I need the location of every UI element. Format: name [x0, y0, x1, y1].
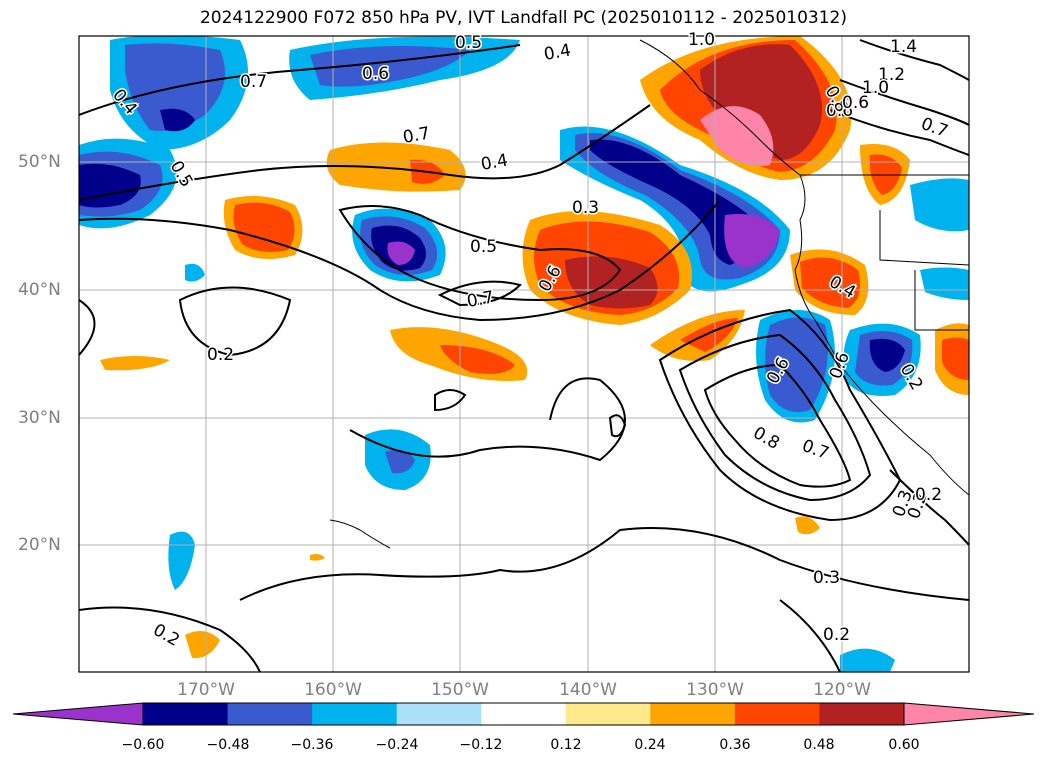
contour-label: 1.0	[688, 30, 715, 50]
lat-label-30n: 30°N	[18, 408, 61, 428]
lon-label-120w: 120°W	[813, 680, 871, 700]
map-frame	[78, 35, 970, 673]
coastlines	[329, 39, 969, 549]
contour-label: 0.6	[362, 64, 389, 84]
contour-label: 0.6	[842, 93, 869, 113]
contour-label: 0.2	[150, 620, 183, 651]
lon-label-140w: 140°W	[559, 680, 617, 700]
colorbar-bins	[143, 703, 905, 725]
map-title: 2024122900 F072 850 hPa PV, IVT Landfall…	[199, 8, 847, 28]
contour-label: 0.2	[823, 625, 850, 645]
contour-label: 1.0	[862, 78, 889, 98]
colorbar-tick-label: 0.24	[634, 737, 666, 753]
colorbar-bin	[227, 703, 313, 725]
colorbar-tick-label: 0.60	[888, 737, 920, 753]
contour-label: 0.6	[826, 101, 853, 121]
contour-label: 1.2	[878, 65, 905, 85]
contour-label: 0.7	[465, 288, 495, 312]
lat-label-20n: 20°N	[18, 535, 61, 555]
colorbar-tick-label: −0.24	[375, 737, 419, 753]
lon-label-170w: 170°W	[177, 680, 235, 700]
lat-label-50n: 50°N	[18, 152, 61, 172]
colorbar-tick-label: −0.12	[459, 737, 503, 753]
contour-label: 0.3	[813, 568, 840, 588]
contour-label: 0.5	[455, 33, 482, 53]
colorbar-tick-label: −0.48	[206, 737, 250, 753]
colorbar-bin	[565, 703, 651, 725]
colorbar	[12, 702, 1035, 726]
lat-label-40n: 40°N	[18, 280, 61, 300]
contour-label: 0.7	[799, 436, 831, 464]
colorbar-arrow-high	[903, 702, 1035, 726]
contour-label: 0.2	[207, 345, 234, 365]
gridlines	[79, 36, 969, 672]
colorbar-bin	[396, 703, 482, 725]
contour-label: 0.7	[401, 124, 431, 148]
contour-label: 0.2	[915, 485, 942, 505]
colorbar-arrow-low	[12, 702, 144, 726]
colorbar-bin	[143, 703, 229, 725]
colorbar-tick-label: −0.36	[290, 737, 334, 753]
colorbar-bin	[734, 703, 820, 725]
lon-label-160w: 160°W	[304, 680, 362, 700]
lon-label-130w: 130°W	[686, 680, 744, 700]
colorbar-tick-label: −0.60	[121, 737, 165, 753]
contour-label: 0.4	[479, 151, 509, 175]
colorbar-bin	[312, 703, 398, 725]
contour-label: 0.8	[750, 423, 783, 454]
colorbar-tick-label: 0.12	[550, 737, 582, 753]
contour-label: 0.5	[470, 237, 497, 257]
colorbar-bin	[819, 703, 905, 725]
lon-label-150w: 150°W	[431, 680, 489, 700]
colorbar-bin	[650, 703, 736, 725]
contour-label: 0.4	[542, 41, 572, 65]
colorbar-bin	[481, 703, 567, 725]
colorbar-tick-label: 0.48	[803, 737, 835, 753]
ivt-contours	[79, 39, 969, 672]
contour-label: 1.4	[890, 37, 917, 57]
contour-label: 0.3	[572, 198, 599, 218]
contour-label: 0.7	[240, 72, 267, 92]
colorbar-tick-label: 0.36	[719, 737, 751, 753]
